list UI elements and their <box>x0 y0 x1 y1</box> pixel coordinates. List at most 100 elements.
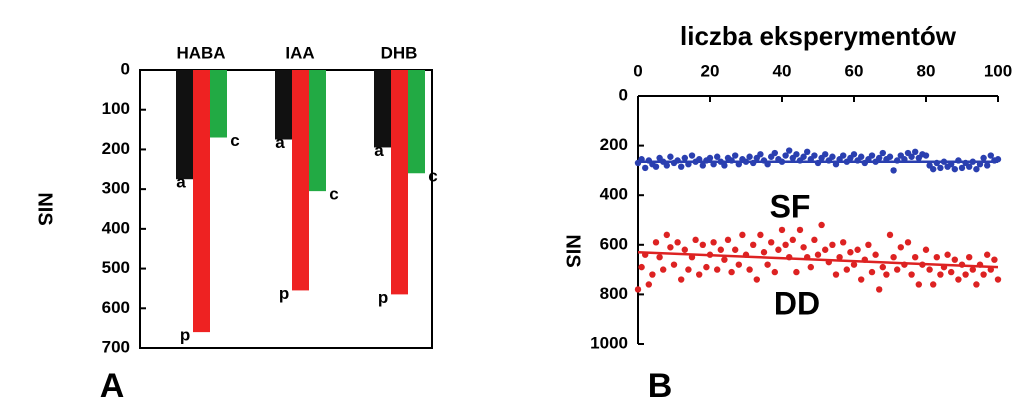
scatter-point-dd <box>696 271 703 278</box>
bar-letter-label: p <box>180 326 190 345</box>
scatter-point-dd <box>674 239 681 246</box>
scatter-point-dd <box>735 261 742 268</box>
scatter-point-sf <box>688 152 696 159</box>
scatter-point-sf <box>678 163 685 170</box>
scatter-point-dd <box>760 249 768 256</box>
scatter-point-dd <box>789 236 796 244</box>
scatter-point-dd <box>854 246 861 253</box>
scatter-point-sf <box>922 152 930 159</box>
scatter-point-dd <box>973 281 980 288</box>
scatter-point-sf <box>973 165 980 173</box>
scatter-point-dd <box>994 276 1002 283</box>
bar-y-tick-label: 200 <box>102 139 130 158</box>
bar-y-tick-label: 700 <box>102 337 130 356</box>
scatter-point-dd <box>876 286 883 293</box>
scatter-point-dd <box>822 246 829 253</box>
scatter-point-dd <box>771 268 778 276</box>
scatter-point-sf <box>681 154 688 162</box>
scatter-point-dd <box>656 254 663 261</box>
bar-letter-label-group: a <box>374 141 384 160</box>
scatter-point-dd <box>807 263 814 271</box>
bar-y-tick-label: 400 <box>102 218 130 237</box>
scatter-point-sf <box>879 149 886 157</box>
bar-category-label: DHB <box>381 43 418 62</box>
scatter-point-dd <box>714 266 721 273</box>
bar-y-tick-label: 500 <box>102 258 130 277</box>
scatter-point-sf <box>876 154 883 162</box>
bar-y-tick-label: 0 <box>121 59 130 78</box>
scatter-point-dd <box>685 266 692 273</box>
scatter-y-tick-label-group: 800 <box>600 284 628 303</box>
scatter-point-dd <box>793 268 800 276</box>
scatter-x-tick-label-group: 40 <box>773 61 792 80</box>
bar-p <box>193 70 210 333</box>
scatter-y-axis-label: NIS <box>562 234 584 267</box>
scatter-point-dd <box>969 266 976 273</box>
bar-y-tick-label: 100 <box>102 99 130 118</box>
scatter-point-dd <box>912 254 919 261</box>
scatter-point-dd <box>739 231 746 239</box>
bar-y-tick-label-group: 200 <box>102 139 130 158</box>
bar-y-tick-label-group: 100 <box>102 99 130 118</box>
scatter-point-dd <box>703 263 710 271</box>
scatter-point-sf <box>850 151 858 158</box>
scatter-point-sf <box>771 149 778 157</box>
scatter-point-dd <box>681 246 688 253</box>
scatter-y-tick-label: 800 <box>600 284 628 303</box>
scatter-point-dd <box>980 271 987 278</box>
scatter-y-axis-label-group: NIS <box>562 234 584 267</box>
scatter-point-dd <box>933 254 940 261</box>
scatter-point-sf <box>822 151 829 158</box>
bar-y-tick-label: 600 <box>102 298 130 317</box>
bar-y-tick-label-group: 600 <box>102 298 130 317</box>
scatter-point-sf <box>642 164 649 172</box>
scatter-point-dd <box>894 266 901 273</box>
scatter-x-axis-label: liczba eksperymentów <box>680 21 957 51</box>
scatter-point-dd <box>778 226 786 234</box>
scatter-point-sf <box>966 163 973 170</box>
bar-letter-label: a <box>275 133 285 152</box>
scatter-point-dd <box>746 266 753 273</box>
scatter-y-tick-label-group: 600 <box>600 234 628 253</box>
scatter-point-dd <box>667 244 674 251</box>
scatter-point-dd <box>660 266 667 273</box>
scatter-point-sf <box>714 153 721 160</box>
scatter-point-dd <box>721 256 728 263</box>
scatter-point-dd <box>829 241 836 248</box>
bar-y-tick-label-group: 0 <box>121 59 130 78</box>
scatter-point-dd <box>915 281 922 288</box>
bar-category-label: HABA <box>176 43 225 62</box>
bar-y-tick-label-group: 400 <box>102 218 130 237</box>
bar-y-tick-label-group: 300 <box>102 179 130 198</box>
scatter-point-dd <box>764 261 771 268</box>
scatter-point-dd <box>948 268 955 276</box>
scatter-point-dd <box>634 286 642 293</box>
scatter-point-dd <box>984 251 991 258</box>
scatter-x-tick-label-group: 0 <box>633 61 642 80</box>
scatter-point-dd <box>670 261 678 268</box>
scatter-y-tick-label-group: 1000 <box>590 333 628 352</box>
scatter-point-sf <box>804 148 811 155</box>
scatter-point-dd <box>858 276 865 283</box>
scatter-point-dd <box>962 271 969 278</box>
scatter-point-sf <box>746 153 753 160</box>
bar-letter-label-group: c <box>428 167 437 186</box>
scatter-point-dd <box>724 236 732 244</box>
scatter-point-sf <box>912 148 919 155</box>
scatter-point-dd <box>663 231 670 239</box>
scatter-point-sf <box>732 152 739 159</box>
scatter-x-tick-label-group: 80 <box>917 61 936 80</box>
scatter-point-dd <box>951 256 958 263</box>
bar-letter-label: a <box>176 173 186 192</box>
scatter-point-dd <box>850 261 858 268</box>
scatter-point-dd <box>922 246 930 253</box>
scatter-point-dd <box>678 276 685 283</box>
scatter-point-dd <box>890 254 897 261</box>
scatter-point-sf <box>699 162 706 169</box>
scatter-x-axis-label-group: liczba eksperymentów <box>680 21 957 51</box>
scatter-point-dd <box>811 236 818 244</box>
scatter-point-sf <box>811 152 818 159</box>
scatter-point-sf <box>858 153 865 160</box>
scatter-point-dd <box>692 236 699 244</box>
